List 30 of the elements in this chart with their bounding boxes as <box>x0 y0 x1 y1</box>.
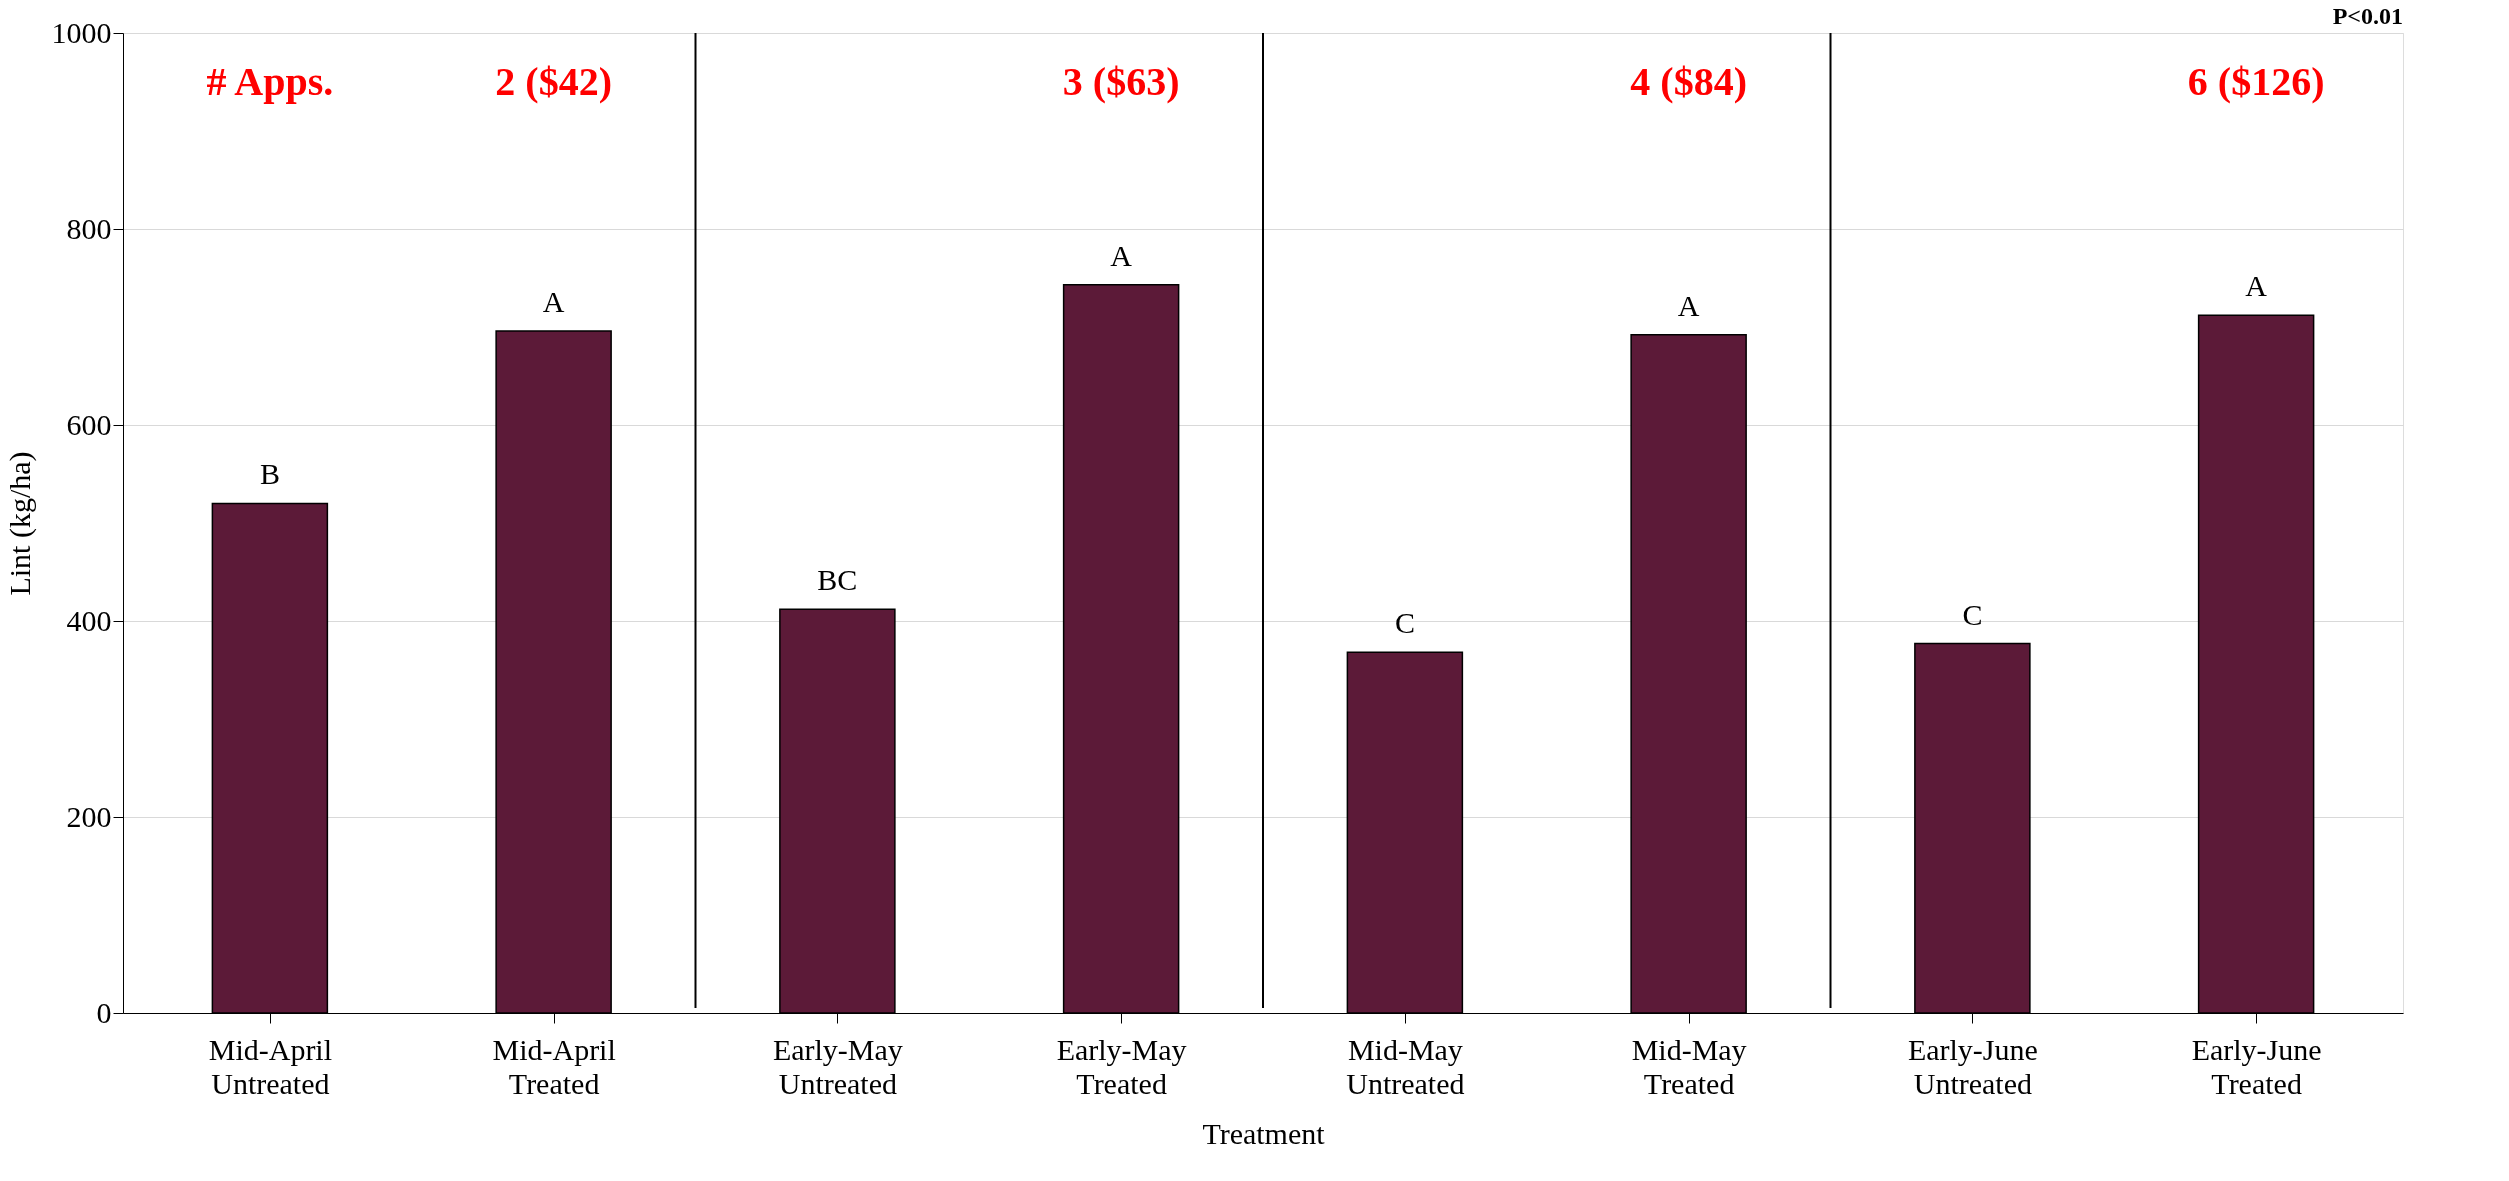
y-tick-label: 200 <box>66 799 112 833</box>
x-tick-label: Mid-April Treated <box>492 1032 616 1100</box>
y-tick-label: 1000 <box>51 15 112 49</box>
y-tick-label: 0 <box>96 995 112 1029</box>
annotation: 3 ($63) <box>1062 59 1180 104</box>
y-tick-label: 600 <box>66 407 112 441</box>
data-label: C <box>1394 606 1415 640</box>
data-label: BC <box>817 563 858 597</box>
annotation: 4 ($84) <box>1630 59 1747 104</box>
data-label: A <box>1110 238 1133 272</box>
x-tick-label: Early-June Treated <box>2191 1032 2322 1100</box>
data-label: B <box>259 457 280 491</box>
y-axis-title: Lint (kg/ha) <box>2 451 37 596</box>
x-tick-label: Mid-May Treated <box>1631 1032 1747 1100</box>
annotation: # Apps. <box>206 59 334 104</box>
x-tick-label: Early-May Untreated <box>772 1032 903 1100</box>
x-tick-label: Mid-May Untreated <box>1346 1032 1465 1100</box>
annotation: 6 ($126) <box>2187 59 2325 104</box>
x-tick-label: Early-June Untreated <box>1907 1032 2038 1100</box>
data-label: A <box>2245 269 2268 303</box>
annotation: 2 ($42) <box>495 59 612 104</box>
x-tick-label: Early-May Treated <box>1056 1032 1187 1100</box>
data-label: A <box>542 284 565 318</box>
x-tick-label: Mid-April Untreated <box>208 1032 333 1100</box>
data-label: A <box>1677 288 1700 322</box>
y-tick-label: 800 <box>66 211 112 245</box>
x-axis-title: Treatment <box>1202 1116 1326 1150</box>
text: P<0.01 <box>2332 3 2403 29</box>
data-label: C <box>1962 597 1983 631</box>
y-tick-label: 400 <box>66 603 112 637</box>
